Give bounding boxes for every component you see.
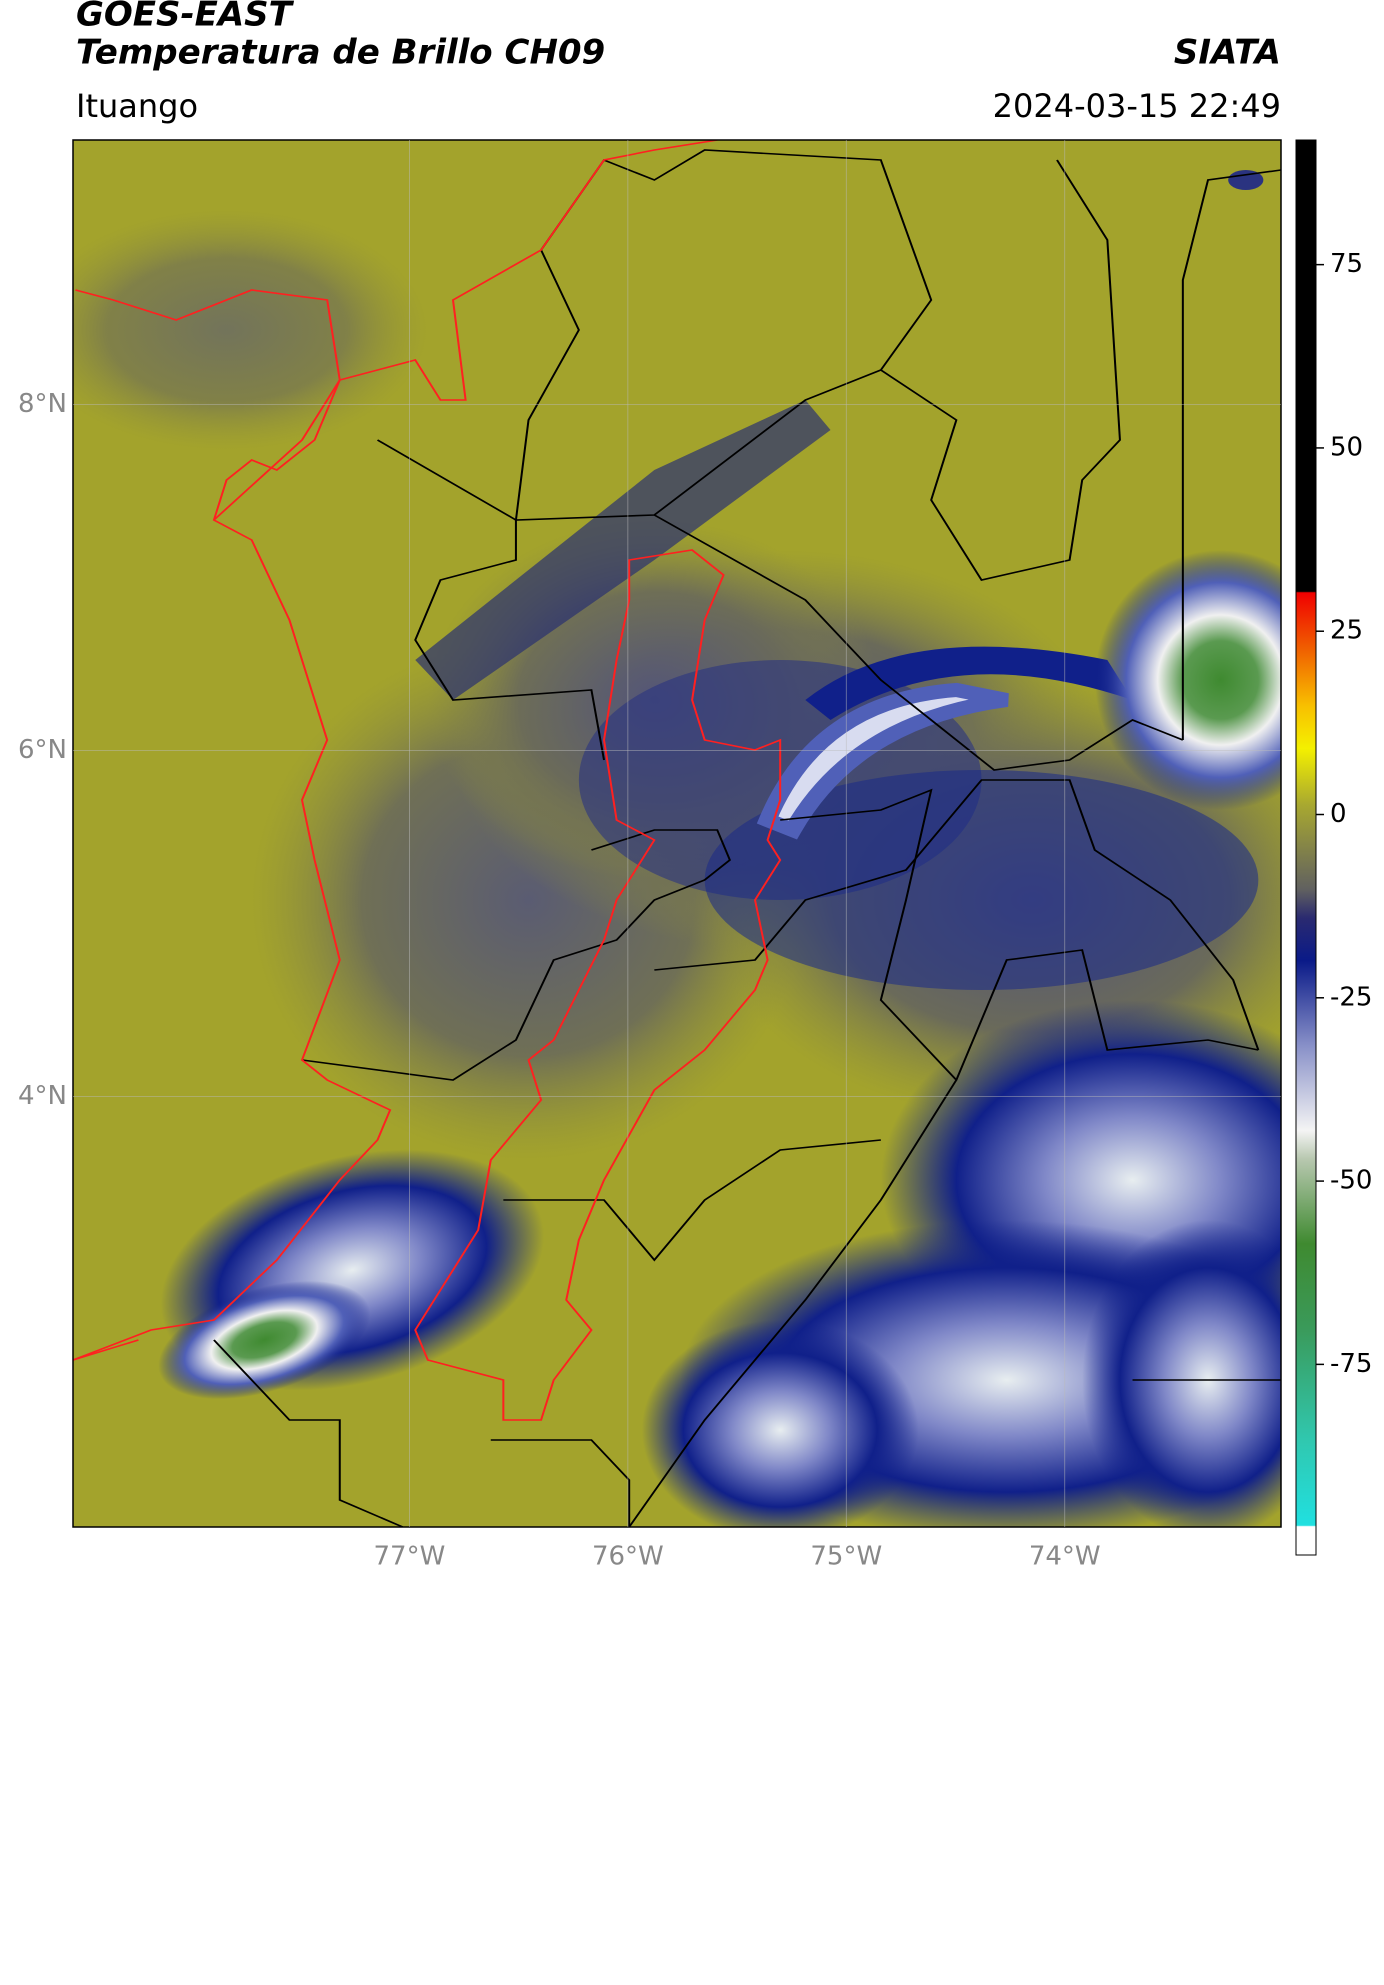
datetime: 2024-03-15 22:49 — [993, 87, 1281, 125]
x-tick-label: 76°W — [592, 1542, 664, 1572]
colorbar-tick-label: 50 — [1330, 432, 1363, 462]
map-frame — [72, 139, 1282, 1528]
x-tick-label: 77°W — [374, 1542, 446, 1572]
y-tick-label: 8°N — [18, 389, 67, 419]
subtitle: Temperatura de Brillo CH09 — [76, 33, 605, 73]
x-tick-label: 75°W — [810, 1542, 882, 1572]
colorbar — [1295, 139, 1317, 1556]
source: SIATA — [1174, 33, 1281, 73]
title: GOES-EAST — [76, 0, 295, 35]
x-tick-label: 74°W — [1029, 1542, 1101, 1572]
colorbar-tick-label: 0 — [1330, 799, 1347, 829]
y-tick-label: 6°N — [18, 735, 67, 765]
map-image — [73, 140, 1281, 1527]
colorbar-tick-label: -25 — [1330, 982, 1372, 1012]
colorbar-tick-label: -75 — [1330, 1349, 1372, 1379]
colorbar-tick-label: 75 — [1330, 249, 1363, 279]
location: Ituango — [76, 87, 198, 125]
y-tick-label: 4°N — [18, 1081, 67, 1111]
colorbar-tick-label: 25 — [1330, 616, 1363, 646]
colorbar-tick-label: -50 — [1330, 1166, 1372, 1196]
